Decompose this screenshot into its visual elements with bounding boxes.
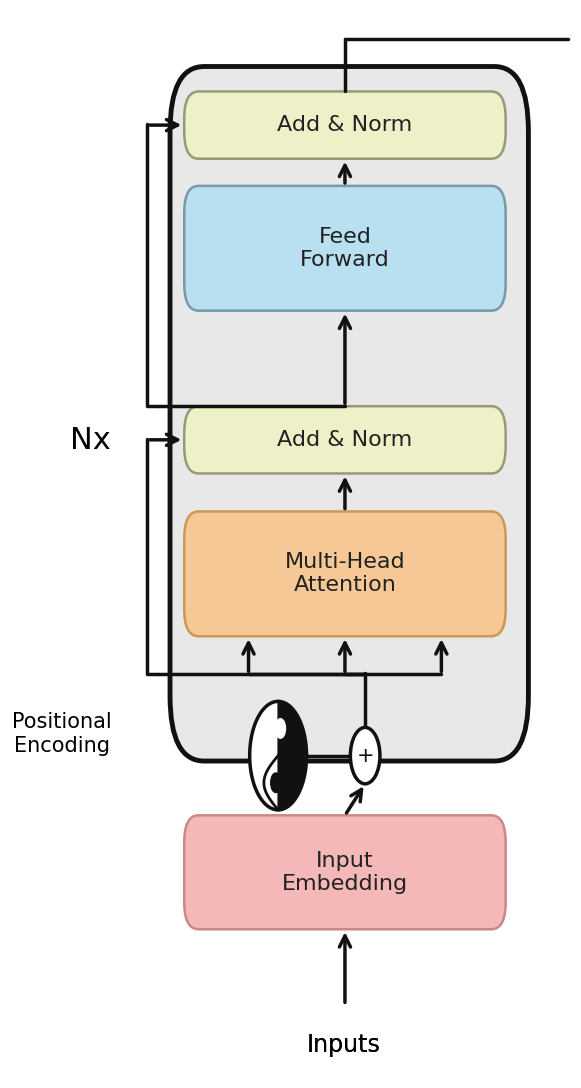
FancyBboxPatch shape	[170, 66, 528, 761]
FancyBboxPatch shape	[184, 406, 505, 473]
Text: Add & Norm: Add & Norm	[277, 430, 413, 449]
Circle shape	[350, 728, 380, 783]
Text: Input
Embedding: Input Embedding	[282, 851, 408, 894]
FancyBboxPatch shape	[184, 815, 505, 929]
Text: Feed
Forward: Feed Forward	[300, 226, 390, 270]
Circle shape	[250, 702, 307, 809]
Text: Inputs: Inputs	[307, 1034, 381, 1058]
FancyBboxPatch shape	[184, 511, 505, 636]
Text: Add & Norm: Add & Norm	[277, 115, 413, 135]
Text: Multi-Head
Attention: Multi-Head Attention	[285, 553, 406, 595]
Text: Nx: Nx	[70, 426, 111, 456]
Text: +: +	[356, 745, 374, 766]
Text: Positional
Encoding: Positional Encoding	[12, 713, 112, 755]
Polygon shape	[278, 702, 307, 809]
Text: Inputs: Inputs	[307, 1034, 381, 1058]
FancyBboxPatch shape	[184, 186, 505, 311]
Circle shape	[275, 719, 285, 739]
FancyBboxPatch shape	[184, 91, 505, 159]
Circle shape	[271, 772, 281, 792]
